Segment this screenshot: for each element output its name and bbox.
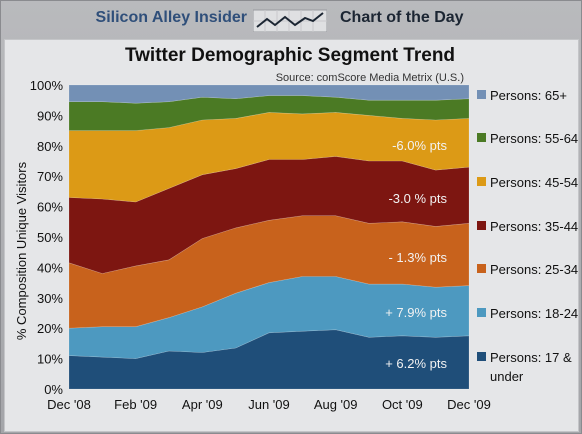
- source-note: Source: comScore Media Metrix (U.S.): [276, 72, 464, 84]
- x-tick-label: Jun '09: [248, 397, 290, 412]
- legend-label: Persons: 55-64: [490, 131, 578, 146]
- x-tick-label: Feb '09: [114, 397, 157, 412]
- y-tick-label: 0%: [44, 382, 63, 397]
- x-tick-label: Apr '09: [182, 397, 223, 412]
- y-tick-label: 60%: [37, 200, 63, 215]
- area-chart: Twitter Demographic Segment Trend Source…: [14, 45, 578, 412]
- x-axis: Dec '08 Feb '09 Apr '09 Jun '09 Aug '09 Oct '…: [47, 397, 491, 412]
- y-tick-label: 40%: [37, 260, 63, 275]
- banner: Silicon Alley Insider Chart of the Day: [1, 1, 582, 39]
- legend-swatch: [477, 308, 486, 317]
- legend-swatch: [477, 177, 486, 186]
- area-series-group: [68, 84, 470, 390]
- annotation-group: -6.0% pts -3.0 % pts - 1.3% pts + 7.9% pts +…: [385, 138, 447, 371]
- x-tick-label: Dec '08: [47, 397, 91, 412]
- legend-label: Persons: 25-34: [490, 262, 578, 277]
- y-axis-label: % Composition Unique Visitors: [14, 161, 29, 340]
- x-tick-label: Oct '09: [382, 397, 423, 412]
- trend-line-icon: [253, 9, 327, 32]
- chart-title: Twitter Demographic Segment Trend: [125, 45, 455, 66]
- y-tick-label: 80%: [37, 139, 63, 154]
- area-persons-65: [68, 84, 470, 104]
- annotation-label: -3.0 % pts: [388, 191, 447, 206]
- y-tick-label: 50%: [37, 230, 63, 245]
- x-tick-label: Aug '09: [314, 397, 358, 412]
- legend-label: Persons: 18-24: [490, 306, 578, 321]
- legend-swatch: [477, 221, 486, 230]
- legend-label: Persons: 17 & under: [490, 350, 572, 384]
- legend-swatch: [477, 264, 486, 273]
- y-axis: 0% 10% 20% 30% 40% 50% 60% 70% 80% 90% 100%: [30, 78, 64, 397]
- annotation-label: + 7.9% pts: [385, 305, 447, 320]
- legend-label: Persons: 65+: [490, 88, 567, 103]
- legend-swatch: [477, 90, 486, 99]
- legend-label: Persons: 35-44: [490, 219, 578, 234]
- annotation-label: + 6.2% pts: [385, 356, 447, 371]
- x-tick-label: Dec '09: [447, 397, 491, 412]
- chart-of-the-day-label: Chart of the Day: [340, 9, 464, 26]
- y-tick-label: 70%: [37, 169, 63, 184]
- y-tick-label: 20%: [37, 321, 63, 336]
- y-tick-label: 10%: [37, 352, 63, 367]
- y-tick-label: 30%: [37, 291, 63, 306]
- area-persons-18-24: [68, 276, 470, 359]
- annotation-label: - 1.3% pts: [388, 250, 447, 265]
- legend-label: Persons: 45-54: [490, 175, 578, 190]
- area-persons-35-44: [68, 156, 470, 274]
- legend-swatch: [477, 133, 486, 142]
- legend: Persons: 65+ Persons: 55-64 Persons: 45-54…: [477, 88, 578, 384]
- legend-swatch: [477, 352, 486, 361]
- annotation-label: -6.0% pts: [392, 138, 447, 153]
- brand-name: Silicon Alley Insider: [95, 9, 247, 26]
- chart-panel: Twitter Demographic Segment Trend Source…: [4, 39, 579, 432]
- y-tick-label: 90%: [37, 108, 63, 123]
- y-tick-label: 100%: [30, 78, 64, 93]
